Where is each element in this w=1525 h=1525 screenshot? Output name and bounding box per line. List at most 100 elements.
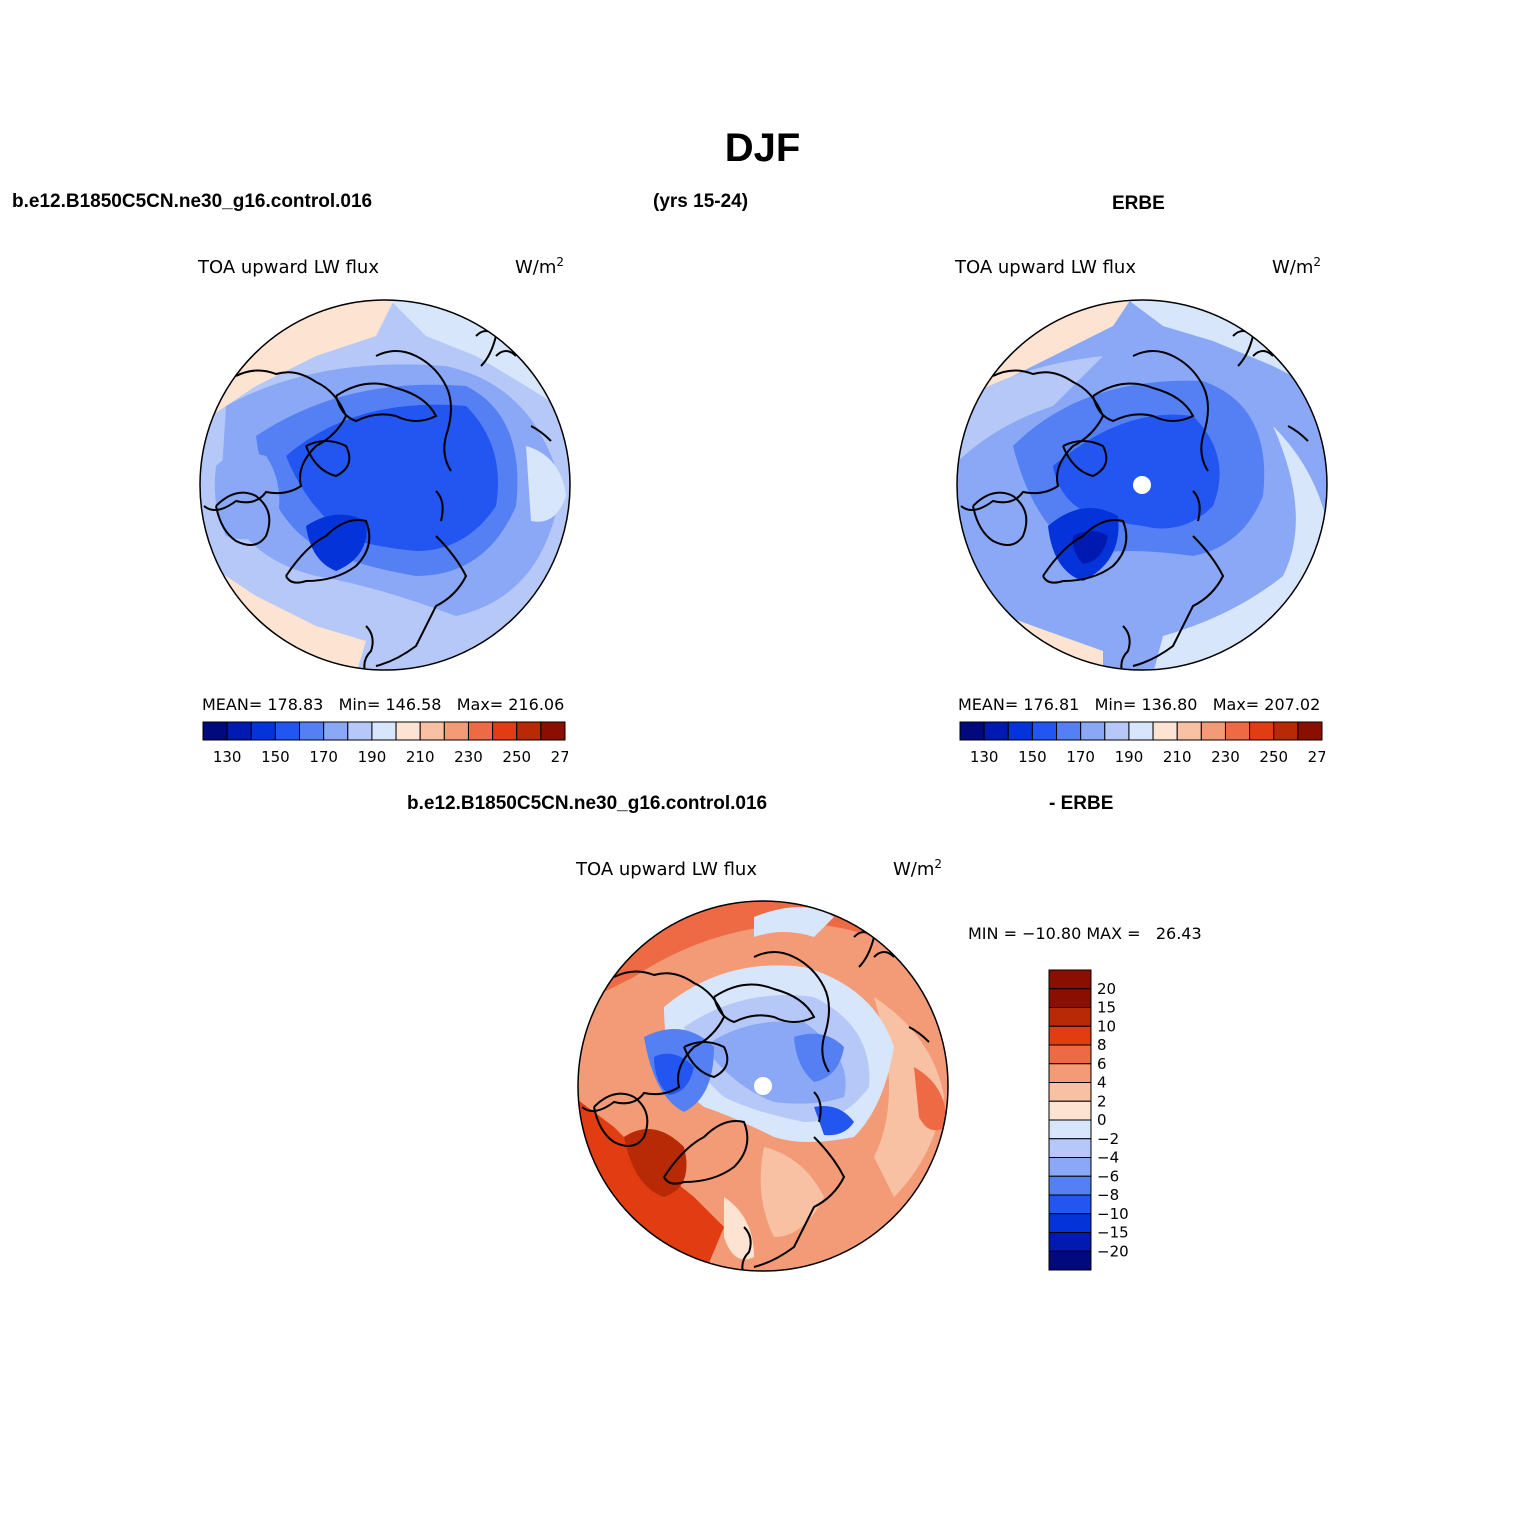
obs-colorbar: 130 150 170 190 210 230 250 270 xyxy=(959,721,1325,766)
model-colorbar-box xyxy=(323,721,349,741)
diff-warm-region xyxy=(724,1197,754,1260)
model-colorbar-tick: 210 xyxy=(406,748,435,766)
diff-colorbar-tick: 20 xyxy=(1097,980,1116,998)
diff-colorbar-box xyxy=(1048,1138,1092,1158)
obs-cool-region xyxy=(957,356,1103,466)
diff-colorbar-tick: −2 xyxy=(1097,1130,1119,1148)
obs-colorbar-box xyxy=(1224,721,1251,741)
diff-colorbar-tick: −6 xyxy=(1097,1167,1119,1185)
model-polar-map xyxy=(199,299,571,671)
obs-colorbar-box xyxy=(1007,721,1033,741)
model-cool-region xyxy=(214,452,280,540)
diff-colorbar-box xyxy=(1048,1082,1092,1102)
model-colorbar-box xyxy=(226,721,252,741)
model-coastlines xyxy=(203,330,552,670)
diff-cold-region xyxy=(814,1106,854,1136)
diff-units-label: W/m2 xyxy=(893,857,943,880)
diff-colorbar-box xyxy=(1048,1044,1092,1065)
diff-colorbar-box xyxy=(1048,988,1092,1008)
model-colorbar-box xyxy=(492,721,518,741)
diff-colorbar-tick: −8 xyxy=(1097,1186,1119,1204)
diff-colorbar-box xyxy=(1048,1194,1092,1215)
model-colorbar: 130 150 170 190 210 230 250 270 xyxy=(202,721,568,766)
diff-colorbar-box xyxy=(1048,1232,1092,1252)
model-colorbar-box xyxy=(467,721,494,741)
obs-colorbar-box xyxy=(1031,721,1058,741)
obs-polar-map xyxy=(956,299,1328,671)
diff-minmax-label: MIN = −10.80 MAX = 26.43 xyxy=(968,924,1202,943)
obs-pole-hole xyxy=(1133,476,1151,494)
obs-cold-region xyxy=(1072,531,1108,564)
model-colorbar-box xyxy=(419,721,445,741)
diff-colorbar-box xyxy=(1048,1250,1092,1271)
diff-colorbar-tick: 4 xyxy=(1097,1074,1107,1092)
obs-colorbar-box xyxy=(1104,721,1130,741)
diff-coastlines xyxy=(581,931,930,1271)
diff-cool-region xyxy=(754,907,834,937)
obs-stats: MEAN= 176.81 Min= 136.80 Max= 207.02 xyxy=(958,695,1321,714)
diff-colorbar-tick: 0 xyxy=(1097,1111,1107,1129)
diff-colorbar-box xyxy=(1048,1100,1092,1121)
diff-colorbar-box xyxy=(1048,1025,1092,1046)
diff-case-label: b.e12.B1850C5CN.ne30_g16.control.016 xyxy=(407,793,768,814)
model-colorbar-tick: 270 xyxy=(551,748,568,766)
obs-name-label: ERBE xyxy=(1112,193,1165,214)
model-colorbar-tick: 170 xyxy=(309,748,338,766)
obs-field-label: TOA upward LW flux xyxy=(955,257,1136,278)
obs-colorbar-box xyxy=(1297,721,1323,741)
diff-warm-region xyxy=(914,1067,947,1131)
diff-hot-region xyxy=(624,1129,687,1197)
model-colorbar-box xyxy=(371,721,397,741)
obs-colorbar-tick: 210 xyxy=(1163,748,1192,766)
obs-colorbar-tick: 170 xyxy=(1066,748,1095,766)
main-title: DJF xyxy=(724,126,801,170)
obs-colorbar-tick: 270 xyxy=(1308,748,1325,766)
obs-colorbar-tick: 130 xyxy=(970,748,999,766)
diff-colorbar-box xyxy=(1048,1157,1092,1177)
case-name-label: b.e12.B1850C5CN.ne30_g16.control.016 xyxy=(12,191,373,212)
years-label: (yrs 15-24) xyxy=(653,191,749,212)
model-colorbar-box xyxy=(274,721,301,741)
model-colorbar-tick: 190 xyxy=(358,748,387,766)
diff-colorbar-box xyxy=(1048,1007,1092,1027)
diff-cold-region xyxy=(654,1053,694,1095)
diff-colorbar-box xyxy=(1048,1175,1092,1196)
obs-colorbar-box xyxy=(1056,721,1082,741)
diff-colorbar-tick: 15 xyxy=(1097,999,1116,1017)
diff-colorbar-tick: −20 xyxy=(1097,1242,1129,1260)
model-colorbar-box xyxy=(299,721,325,741)
obs-colorbar-box xyxy=(1128,721,1154,741)
obs-colorbar-box xyxy=(1273,721,1299,741)
obs-colorbar-box xyxy=(1152,721,1178,741)
obs-colorbar-box xyxy=(1249,721,1275,741)
obs-colorbar-box xyxy=(1080,721,1106,741)
obs-colorbar-box xyxy=(983,721,1009,741)
model-field-label: TOA upward LW flux xyxy=(198,257,379,278)
diff-pole-hole xyxy=(754,1077,772,1095)
model-colorbar-tick: 250 xyxy=(502,748,531,766)
model-map-border xyxy=(199,299,571,671)
diff-colorbar-tick: −15 xyxy=(1097,1224,1129,1242)
diff-colorbar-tick: −4 xyxy=(1097,1149,1119,1167)
diff-colorbar-box xyxy=(1048,1213,1092,1233)
obs-colorbar-box xyxy=(959,721,985,741)
obs-colorbar-box xyxy=(1176,721,1202,741)
diff-colorbar-tick: −10 xyxy=(1097,1205,1129,1223)
obs-map-border xyxy=(956,299,1328,671)
diff-polar-map xyxy=(577,900,949,1272)
model-colorbar-box xyxy=(540,721,566,741)
model-colorbar-box xyxy=(250,721,276,741)
obs-units-label: W/m2 xyxy=(1272,255,1322,278)
diff-obs-label: - ERBE xyxy=(1049,793,1114,814)
model-colorbar-box xyxy=(347,721,373,741)
diff-field-label: TOA upward LW flux xyxy=(576,859,757,880)
model-stats: MEAN= 178.83 Min= 146.58 Max= 216.06 xyxy=(202,695,565,714)
model-cool-region xyxy=(526,446,566,522)
model-units-label: W/m2 xyxy=(515,255,565,278)
diff-colorbar-box xyxy=(1048,1119,1092,1140)
diff-map-border xyxy=(577,900,949,1272)
diff-warm-region xyxy=(760,1147,824,1237)
obs-colorbar-tick: 150 xyxy=(1018,748,1047,766)
diff-colorbar-tick: 10 xyxy=(1097,1017,1116,1035)
